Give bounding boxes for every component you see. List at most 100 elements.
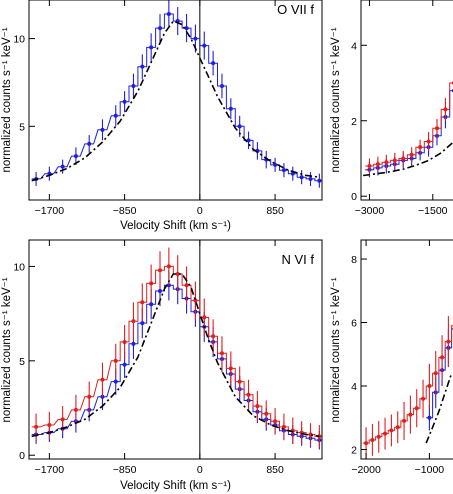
- data-marker: [290, 171, 295, 176]
- data-marker: [299, 175, 304, 180]
- data-marker: [426, 139, 431, 144]
- data-point: [113, 105, 118, 127]
- data-point: [211, 50, 216, 76]
- panel-bottom-right: −2000 −1000 2 4 6 8 normalized counts s⁻¹ keV…: [330, 239, 453, 476]
- data-point: [47, 411, 52, 439]
- data-point: [100, 362, 105, 397]
- data-marker: [131, 83, 136, 88]
- data-point: [246, 131, 251, 150]
- data-point: [228, 98, 233, 120]
- data-point: [100, 119, 105, 141]
- data-marker: [219, 351, 224, 356]
- data-point: [421, 379, 426, 418]
- data-marker: [131, 319, 136, 324]
- model-step-series-1: [362, 325, 453, 444]
- data-marker: [122, 362, 127, 367]
- panel-top-right: −3000 −1500 0 2 4 normalized counts s⁻¹ keV⁻…: [330, 0, 453, 217]
- y-tick-label: 4: [351, 381, 357, 393]
- data-point: [433, 351, 438, 396]
- x-tick-label: 850: [266, 205, 284, 217]
- data-point: [367, 158, 372, 174]
- data-point: [375, 156, 380, 172]
- data-marker: [427, 384, 432, 388]
- data-point: [389, 414, 394, 447]
- data-marker: [122, 339, 127, 344]
- data-marker: [317, 434, 322, 439]
- data-marker: [122, 99, 127, 104]
- data-marker: [317, 178, 322, 183]
- data-marker: [401, 156, 406, 161]
- data-point: [308, 171, 313, 186]
- x-tick-label: 0: [197, 464, 203, 476]
- data-point: [376, 420, 381, 453]
- data-marker: [47, 423, 52, 428]
- panel-label: O VII f: [277, 2, 314, 17]
- y-tick-label: 6: [351, 318, 357, 330]
- data-point: [308, 423, 313, 446]
- data-marker: [100, 127, 105, 132]
- data-marker: [281, 424, 286, 429]
- data-marker: [237, 379, 242, 384]
- data-point: [384, 154, 389, 170]
- x-tick-label: 0: [197, 205, 203, 217]
- data-marker: [383, 431, 388, 436]
- data-marker: [418, 145, 423, 150]
- data-point: [264, 400, 269, 427]
- plot-frame: [360, 239, 453, 460]
- data-marker: [237, 124, 242, 129]
- y-tick-label: 2: [351, 116, 357, 128]
- data-point: [202, 298, 207, 337]
- data-marker: [408, 412, 413, 417]
- data-point: [446, 316, 451, 367]
- data-marker: [87, 141, 92, 146]
- data-point: [175, 7, 180, 36]
- y-axis-label: normalized counts s⁻¹ keV⁻¹: [1, 277, 13, 422]
- data-marker: [246, 138, 251, 143]
- data-point: [113, 343, 118, 378]
- data-marker: [281, 168, 286, 173]
- data-marker: [131, 341, 136, 346]
- data-point: [427, 405, 432, 431]
- data-marker: [113, 113, 118, 118]
- data-marker: [60, 417, 65, 422]
- data-point: [122, 91, 127, 113]
- data-marker: [384, 160, 389, 165]
- data-marker: [184, 26, 189, 31]
- data-point: [87, 135, 92, 153]
- dash-dot-model-line: [362, 141, 453, 177]
- data-marker: [73, 154, 78, 159]
- data-marker: [158, 288, 163, 293]
- data-point: [281, 413, 286, 441]
- data-point: [158, 14, 163, 43]
- panel-o-vii-f: −1700 −850 0 850 5 10 O VII f Velocity Shift …: [1, 0, 323, 232]
- data-marker: [440, 355, 445, 360]
- data-marker: [228, 106, 233, 111]
- data-point: [273, 157, 278, 172]
- data-point: [255, 391, 260, 422]
- data-marker: [370, 437, 375, 442]
- data-point: [149, 33, 154, 62]
- data-marker: [34, 424, 39, 429]
- data-marker: [113, 379, 118, 384]
- data-point: [228, 351, 233, 386]
- data-point: [184, 266, 189, 305]
- data-point: [246, 379, 251, 410]
- y-tick-label: 10: [13, 261, 25, 273]
- y-tick-label: 2: [351, 444, 357, 456]
- x-tick-label: −3000: [355, 205, 385, 217]
- data-marker: [228, 366, 233, 371]
- y-tick-label: 0: [351, 191, 357, 203]
- data-marker: [427, 415, 432, 420]
- x-tick-label: −850: [113, 205, 137, 217]
- data-point: [149, 264, 154, 303]
- panel-n-vi-f: −1700 −850 0 850 0 5 10 N VI f Velocity Shift …: [1, 239, 323, 492]
- plot-frame: [360, 0, 453, 201]
- x-tick-label: −1000: [415, 464, 445, 476]
- y-tick-label: 0: [19, 450, 25, 462]
- data-point: [395, 411, 400, 444]
- data-point: [166, 247, 171, 286]
- y-tick-label: 10: [13, 34, 25, 46]
- data-point: [409, 147, 414, 163]
- data-marker: [402, 418, 407, 423]
- data-marker: [376, 434, 381, 439]
